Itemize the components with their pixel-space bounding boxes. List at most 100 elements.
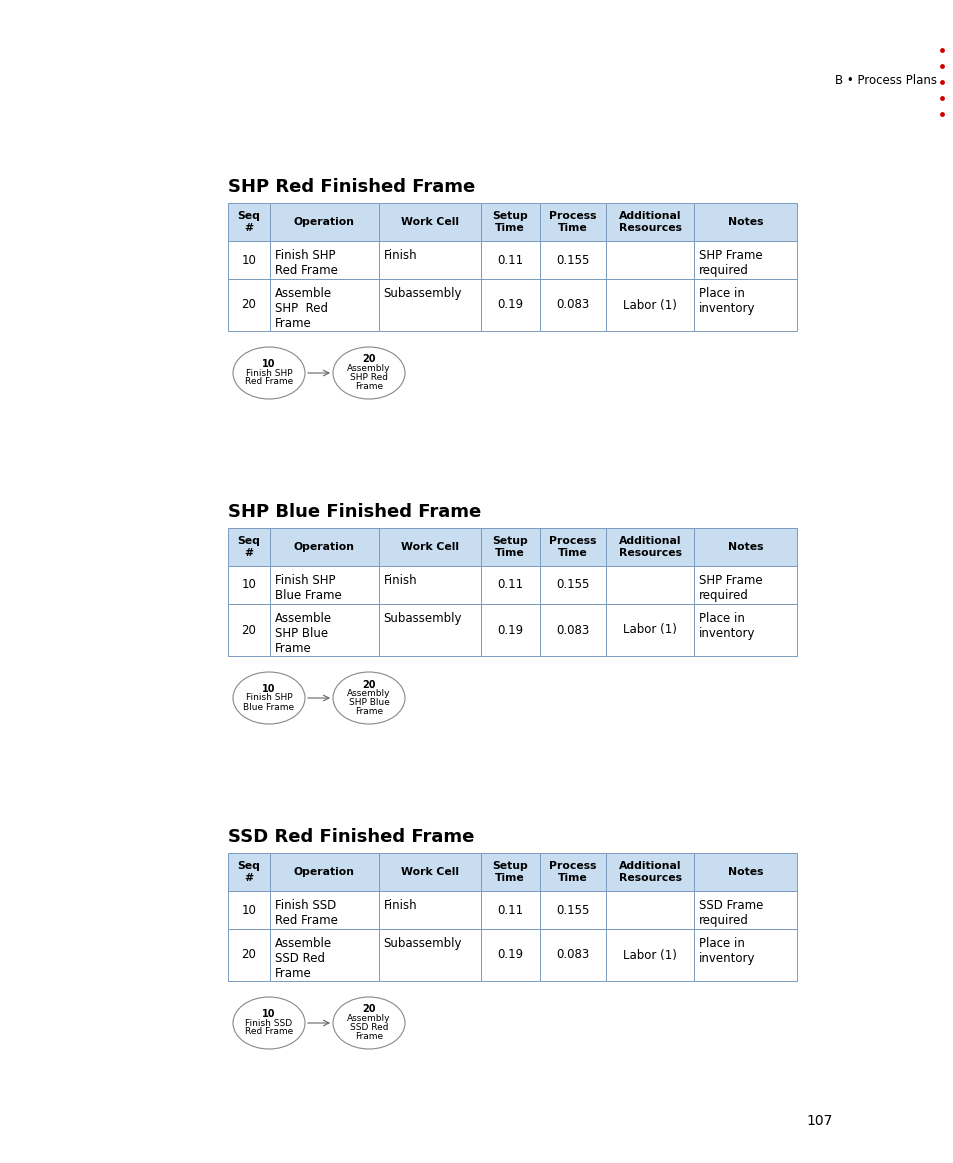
Text: SSD Red: SSD Red: [350, 1023, 388, 1032]
Bar: [480, 604, 539, 656]
Text: Finish: Finish: [383, 575, 416, 587]
Bar: [605, 204, 694, 241]
Text: 0.19: 0.19: [497, 949, 523, 962]
Ellipse shape: [333, 347, 405, 399]
Bar: [539, 604, 605, 656]
Bar: [694, 891, 796, 929]
Text: Additional
Resources: Additional Resources: [618, 861, 680, 883]
Bar: [228, 241, 270, 279]
Text: Operation: Operation: [294, 217, 355, 227]
Bar: [270, 528, 378, 566]
Text: Seq
#: Seq #: [237, 212, 260, 233]
Text: Labor (1): Labor (1): [622, 949, 677, 962]
Bar: [378, 852, 480, 891]
Bar: [378, 528, 480, 566]
Bar: [228, 279, 270, 331]
Text: 20: 20: [362, 355, 375, 364]
Bar: [694, 241, 796, 279]
Text: Assemble
SHP Blue
Frame: Assemble SHP Blue Frame: [274, 612, 332, 655]
Text: SHP Blue Finished Frame: SHP Blue Finished Frame: [228, 504, 480, 521]
Bar: [539, 891, 605, 929]
Text: 20: 20: [241, 299, 256, 312]
Bar: [270, 566, 378, 604]
Text: 10: 10: [262, 684, 275, 694]
Text: 0.155: 0.155: [556, 578, 589, 592]
Text: 10: 10: [262, 1009, 275, 1019]
Text: Frame: Frame: [355, 1032, 383, 1041]
Bar: [694, 204, 796, 241]
Text: Process
Time: Process Time: [548, 536, 596, 558]
Ellipse shape: [333, 672, 405, 725]
Bar: [228, 566, 270, 604]
Text: Setup
Time: Setup Time: [492, 536, 528, 558]
Text: SHP Frame
required: SHP Frame required: [699, 249, 762, 277]
Bar: [539, 204, 605, 241]
Text: SHP Frame
required: SHP Frame required: [699, 575, 762, 602]
Ellipse shape: [233, 672, 305, 725]
Text: Subassembly: Subassembly: [383, 612, 461, 625]
Text: 0.155: 0.155: [556, 904, 589, 916]
Text: 10: 10: [241, 904, 256, 916]
Bar: [605, 852, 694, 891]
Text: Finish SSD: Finish SSD: [245, 1019, 293, 1027]
Text: Seq
#: Seq #: [237, 536, 260, 558]
Bar: [480, 204, 539, 241]
Bar: [228, 528, 270, 566]
Bar: [228, 604, 270, 656]
Bar: [378, 241, 480, 279]
Text: Setup
Time: Setup Time: [492, 861, 528, 883]
Text: Operation: Operation: [294, 866, 355, 877]
Text: Seq
#: Seq #: [237, 861, 260, 883]
Text: Process
Time: Process Time: [548, 212, 596, 233]
Text: 10: 10: [262, 359, 275, 369]
Text: Assembly: Assembly: [347, 1014, 391, 1023]
Text: Red Frame: Red Frame: [245, 1027, 293, 1036]
Bar: [270, 204, 378, 241]
Text: SHP Blue: SHP Blue: [348, 698, 389, 707]
Text: 20: 20: [362, 1005, 375, 1014]
Text: 20: 20: [241, 949, 256, 962]
Bar: [270, 604, 378, 656]
Bar: [605, 604, 694, 656]
Bar: [378, 891, 480, 929]
Bar: [480, 279, 539, 331]
Text: Finish SHP: Finish SHP: [246, 369, 292, 378]
Bar: [480, 852, 539, 891]
Text: Operation: Operation: [294, 542, 355, 552]
Bar: [605, 241, 694, 279]
Bar: [539, 528, 605, 566]
Text: 20: 20: [241, 623, 256, 636]
Bar: [378, 279, 480, 331]
Text: Notes: Notes: [727, 542, 762, 552]
Text: 0.155: 0.155: [556, 254, 589, 266]
Text: 20: 20: [362, 679, 375, 690]
Text: Blue Frame: Blue Frame: [243, 702, 294, 712]
Bar: [694, 528, 796, 566]
Text: 10: 10: [241, 578, 256, 592]
Bar: [480, 891, 539, 929]
Bar: [228, 891, 270, 929]
Ellipse shape: [333, 997, 405, 1049]
Text: SHP Red: SHP Red: [350, 373, 388, 381]
Text: SSD Frame
required: SSD Frame required: [699, 899, 763, 927]
Text: 0.19: 0.19: [497, 299, 523, 312]
Text: Finish SHP
Red Frame: Finish SHP Red Frame: [274, 249, 337, 277]
Bar: [270, 241, 378, 279]
Text: Setup
Time: Setup Time: [492, 212, 528, 233]
Text: SSD Red Finished Frame: SSD Red Finished Frame: [228, 828, 474, 846]
Text: B • Process Plans: B • Process Plans: [834, 74, 936, 87]
Text: 0.11: 0.11: [497, 254, 523, 266]
Bar: [270, 929, 378, 982]
Text: 0.083: 0.083: [556, 299, 589, 312]
Bar: [694, 852, 796, 891]
Text: Work Cell: Work Cell: [400, 866, 458, 877]
Bar: [605, 891, 694, 929]
Bar: [270, 279, 378, 331]
Text: Frame: Frame: [355, 707, 383, 716]
Bar: [605, 566, 694, 604]
Text: Finish SHP: Finish SHP: [246, 693, 292, 702]
Bar: [694, 929, 796, 982]
Bar: [694, 566, 796, 604]
Text: Labor (1): Labor (1): [622, 299, 677, 312]
Text: Assembly: Assembly: [347, 688, 391, 698]
